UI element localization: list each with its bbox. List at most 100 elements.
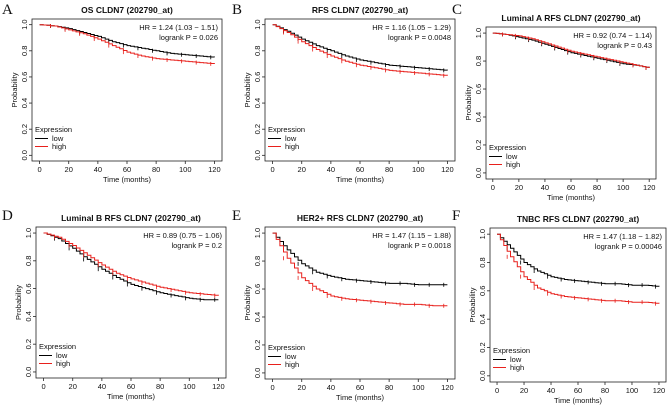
y-tick-label: 0.0 bbox=[24, 367, 33, 377]
hazard-ratio-text: HR = 0.89 (0.75 − 1.06) bbox=[143, 231, 222, 240]
y-tick-label: 0.8 bbox=[474, 56, 483, 66]
x-tick-label: 0 bbox=[491, 183, 495, 192]
y-tick-label: 0.0 bbox=[478, 371, 487, 381]
y-tick-label: 1.0 bbox=[474, 28, 483, 38]
x-axis-label: Time (months) bbox=[336, 393, 385, 402]
hazard-ratio-text: HR = 1.24 (1.03 − 1.51) bbox=[139, 23, 218, 32]
y-tick-label: 1.0 bbox=[253, 228, 262, 238]
y-tick-label: 0.0 bbox=[474, 168, 483, 178]
hazard-ratio-text: HR = 1.47 (1.15 − 1.88) bbox=[372, 231, 451, 240]
y-tick-label: 0.8 bbox=[253, 256, 262, 266]
y-tick-label: 0.8 bbox=[24, 256, 33, 266]
chart-title: HER2+ RFS CLDN7 (202790_at) bbox=[297, 213, 424, 223]
x-tick-label: 0 bbox=[38, 165, 42, 174]
x-tick-label: 120 bbox=[441, 383, 454, 392]
legend-label-low: low bbox=[285, 134, 297, 143]
y-axis-label: Probability bbox=[464, 85, 473, 120]
x-tick-label: 40 bbox=[327, 383, 335, 392]
y-tick-label: 0.4 bbox=[253, 312, 262, 322]
x-tick-label: 100 bbox=[179, 165, 192, 174]
x-tick-label: 0 bbox=[271, 383, 275, 392]
x-tick-label: 80 bbox=[593, 183, 601, 192]
legend-label-low: low bbox=[56, 351, 68, 360]
x-tick-label: 20 bbox=[515, 183, 523, 192]
y-tick-label: 0.0 bbox=[253, 368, 262, 378]
y-tick-label: 0.4 bbox=[474, 112, 483, 122]
logrank-p-text: logrank P = 0.0018 bbox=[388, 241, 451, 250]
x-axis-label: Time (months) bbox=[554, 396, 603, 405]
x-tick-label: 0 bbox=[42, 382, 46, 391]
y-axis-label: Probability bbox=[243, 72, 252, 107]
y-tick-label: 0.8 bbox=[253, 46, 262, 56]
x-tick-label: 120 bbox=[208, 165, 221, 174]
km-curve-high bbox=[492, 32, 650, 68]
x-tick-label: 100 bbox=[412, 165, 425, 174]
x-tick-label: 100 bbox=[617, 183, 630, 192]
x-tick-label: 100 bbox=[183, 382, 196, 391]
chart-title: TNBC RFS CLDN7 (202790_at) bbox=[517, 214, 640, 224]
hazard-ratio-text: HR = 0.92 (0.74 − 1.14) bbox=[573, 31, 652, 40]
x-tick-label: 80 bbox=[385, 383, 393, 392]
chart-title: Luminal A RFS CLDN7 (202790_at) bbox=[501, 13, 640, 23]
x-tick-label: 40 bbox=[541, 183, 549, 192]
legend-title: Expression bbox=[268, 343, 305, 352]
legend-label-high: high bbox=[506, 160, 520, 169]
y-axis-label: Probability bbox=[243, 285, 252, 320]
km-curve-low bbox=[272, 232, 448, 286]
x-tick-label: 20 bbox=[65, 165, 73, 174]
km-curve-high bbox=[39, 24, 215, 64]
km-curve-high bbox=[272, 24, 448, 76]
x-tick-label: 120 bbox=[643, 183, 656, 192]
panel-letter: D bbox=[2, 208, 13, 224]
y-tick-label: 0.6 bbox=[253, 284, 262, 294]
legend-label-high: high bbox=[285, 142, 299, 151]
y-tick-label: 0.4 bbox=[253, 98, 262, 108]
legend-title: Expression bbox=[489, 143, 526, 152]
chart-title: Luminal B RFS CLDN7 (202790_at) bbox=[61, 213, 201, 223]
x-axis-label: Time (months) bbox=[103, 175, 152, 184]
panel-letter: A bbox=[2, 2, 13, 18]
panel-a: A OS CLDN7 (202790_at) 0 20 40 60 80 100 120 0.0 0… bbox=[2, 2, 223, 184]
x-tick-label: 100 bbox=[412, 383, 425, 392]
y-tick-label: 0.6 bbox=[478, 286, 487, 296]
panel-letter: B bbox=[232, 2, 242, 18]
logrank-p-text: logrank P = 0.43 bbox=[597, 41, 652, 50]
x-axis-label: Time (months) bbox=[107, 392, 156, 401]
hazard-ratio-text: HR = 1.47 (1.18 − 1.82) bbox=[583, 232, 662, 241]
x-tick-label: 0 bbox=[271, 165, 275, 174]
logrank-p-text: logrank P = 0.00046 bbox=[595, 242, 662, 251]
x-tick-label: 20 bbox=[520, 386, 528, 395]
logrank-p-text: logrank P = 0.0048 bbox=[388, 33, 451, 42]
panel-b: B RFS CLDN7 (202790_at) 0 20 40 60 80 100 120 0.0… bbox=[232, 2, 456, 184]
x-tick-label: 100 bbox=[626, 386, 639, 395]
x-tick-label: 40 bbox=[327, 165, 335, 174]
legend-label-low: low bbox=[506, 152, 518, 161]
x-tick-label: 80 bbox=[156, 382, 164, 391]
panel-letter: C bbox=[452, 2, 462, 18]
x-tick-label: 120 bbox=[653, 386, 666, 395]
x-axis-label: Time (months) bbox=[336, 175, 385, 184]
logrank-p-text: logrank P = 0.026 bbox=[159, 33, 218, 42]
km-curve-high bbox=[43, 232, 219, 296]
logrank-p-text: logrank P = 0.2 bbox=[171, 241, 222, 250]
legend-label-low: low bbox=[285, 352, 297, 361]
y-tick-label: 0.0 bbox=[253, 150, 262, 160]
panel-d: D Luminal B RFS CLDN7 (202790_at) 0 20 40 60 8… bbox=[2, 208, 227, 401]
x-tick-label: 40 bbox=[94, 165, 102, 174]
x-tick-label: 60 bbox=[574, 386, 582, 395]
y-tick-label: 1.0 bbox=[478, 229, 487, 239]
x-tick-label: 120 bbox=[212, 382, 225, 391]
y-tick-label: 0.4 bbox=[20, 98, 29, 108]
x-axis-label: Time (months) bbox=[547, 193, 596, 202]
panel-f: F TNBC RFS CLDN7 (202790_at) 0 20 40 60 80 100 1… bbox=[452, 208, 667, 405]
panel-letter: E bbox=[232, 208, 241, 224]
hazard-ratio-text: HR = 1.16 (1.05 − 1.29) bbox=[372, 23, 451, 32]
x-tick-label: 40 bbox=[547, 386, 555, 395]
y-tick-label: 0.6 bbox=[253, 72, 262, 82]
y-tick-label: 0.4 bbox=[24, 311, 33, 321]
x-tick-label: 80 bbox=[152, 165, 160, 174]
y-tick-label: 1.0 bbox=[24, 228, 33, 238]
y-tick-label: 0.2 bbox=[253, 124, 262, 134]
legend-title: Expression bbox=[493, 346, 530, 355]
